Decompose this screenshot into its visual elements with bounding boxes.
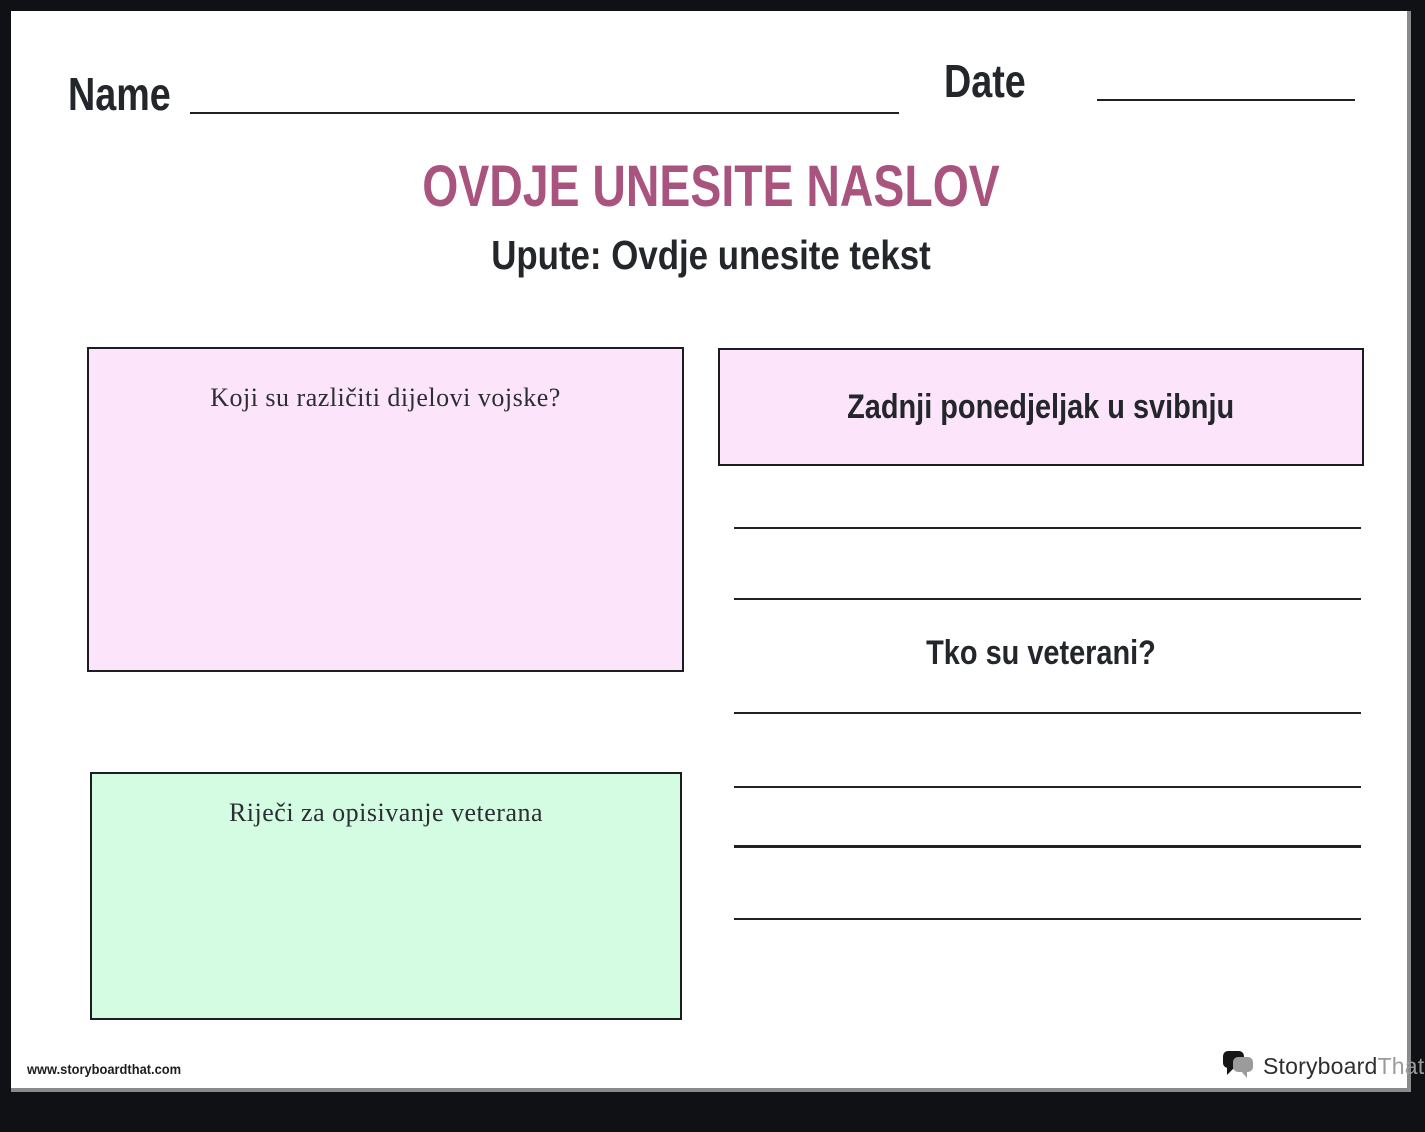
worksheet-page: Name Date OVDJE UNESITE NASLOV Upute: Ov… — [11, 11, 1424, 1092]
question-box-label: Koji su različiti dijelovi vojske? — [210, 383, 561, 412]
vocab-box-label: Riječi za opisivanje veterana — [228, 798, 544, 827]
write-line[interactable] — [734, 598, 1361, 600]
question-box[interactable]: Koji su različiti dijelovi vojske? — [87, 347, 684, 672]
instructions-text: Upute: Ovdje unesite tekst — [491, 232, 931, 278]
website-url: www.storyboardthat.com — [27, 1061, 182, 1077]
name-write-line[interactable] — [190, 112, 899, 114]
vocab-box[interactable]: Riječi za opisivanje veterana — [90, 772, 682, 1020]
section-heading: Tko su veterani? — [926, 634, 1156, 672]
date-write-line[interactable] — [1097, 99, 1355, 101]
logo-text-secondary: That — [1377, 1052, 1425, 1079]
name-label: Name — [68, 68, 171, 120]
speech-bubbles-icon — [1223, 1051, 1257, 1081]
date-answer-box[interactable]: Zadnji ponedjeljak u svibnju — [718, 348, 1364, 466]
storyboardthat-logo[interactable]: StoryboardThat — [1223, 1051, 1424, 1081]
date-label: Date — [944, 55, 1026, 107]
logo-text-primary: Storyboard — [1263, 1052, 1378, 1079]
date-answer-box-label: Zadnji ponedjeljak u svibnju — [847, 387, 1235, 426]
write-line[interactable] — [734, 786, 1361, 788]
write-line[interactable] — [734, 712, 1361, 714]
write-line[interactable] — [734, 918, 1361, 920]
write-line[interactable] — [734, 527, 1361, 529]
write-line[interactable] — [734, 845, 1361, 848]
page-title: OVDJE UNESITE NASLOV — [422, 154, 1000, 219]
